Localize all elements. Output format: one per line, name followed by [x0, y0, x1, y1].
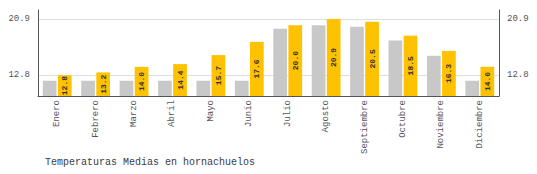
svg-text:Febrero: Febrero: [91, 100, 101, 138]
svg-text:20.9: 20.9: [329, 48, 338, 67]
svg-text:Mayo: Mayo: [206, 100, 216, 122]
svg-text:14.4: 14.4: [176, 70, 185, 89]
svg-text:Abril: Abril: [167, 100, 177, 127]
svg-text:20.5: 20.5: [368, 49, 377, 68]
svg-text:17.6: 17.6: [252, 59, 261, 78]
svg-text:Octubre: Octubre: [398, 100, 408, 138]
svg-text:Julio: Julio: [283, 100, 293, 127]
svg-text:Marzo: Marzo: [129, 100, 139, 127]
svg-text:12.8: 12.8: [8, 70, 30, 80]
svg-text:12.8: 12.8: [60, 76, 69, 95]
svg-text:Temperaturas Medias en hornach: Temperaturas Medias en hornachuelos: [45, 157, 255, 168]
svg-text:14.0: 14.0: [137, 72, 146, 91]
svg-text:12.8: 12.8: [507, 70, 529, 80]
svg-text:16.3: 16.3: [444, 64, 453, 83]
svg-text:20.9: 20.9: [507, 14, 529, 24]
svg-text:20.9: 20.9: [8, 14, 30, 24]
svg-text:18.5: 18.5: [406, 56, 415, 75]
svg-text:20.0: 20.0: [291, 51, 300, 70]
svg-text:Diciembre: Diciembre: [475, 100, 485, 149]
svg-text:13.2: 13.2: [99, 74, 108, 93]
svg-text:Noviembre: Noviembre: [436, 100, 446, 149]
svg-text:Junio: Junio: [244, 100, 254, 127]
svg-text:Septiembre: Septiembre: [360, 100, 370, 154]
svg-text:Agosto: Agosto: [321, 100, 331, 132]
svg-text:15.7: 15.7: [214, 66, 223, 85]
svg-text:14.0: 14.0: [483, 72, 492, 91]
svg-text:Enero: Enero: [52, 100, 62, 127]
